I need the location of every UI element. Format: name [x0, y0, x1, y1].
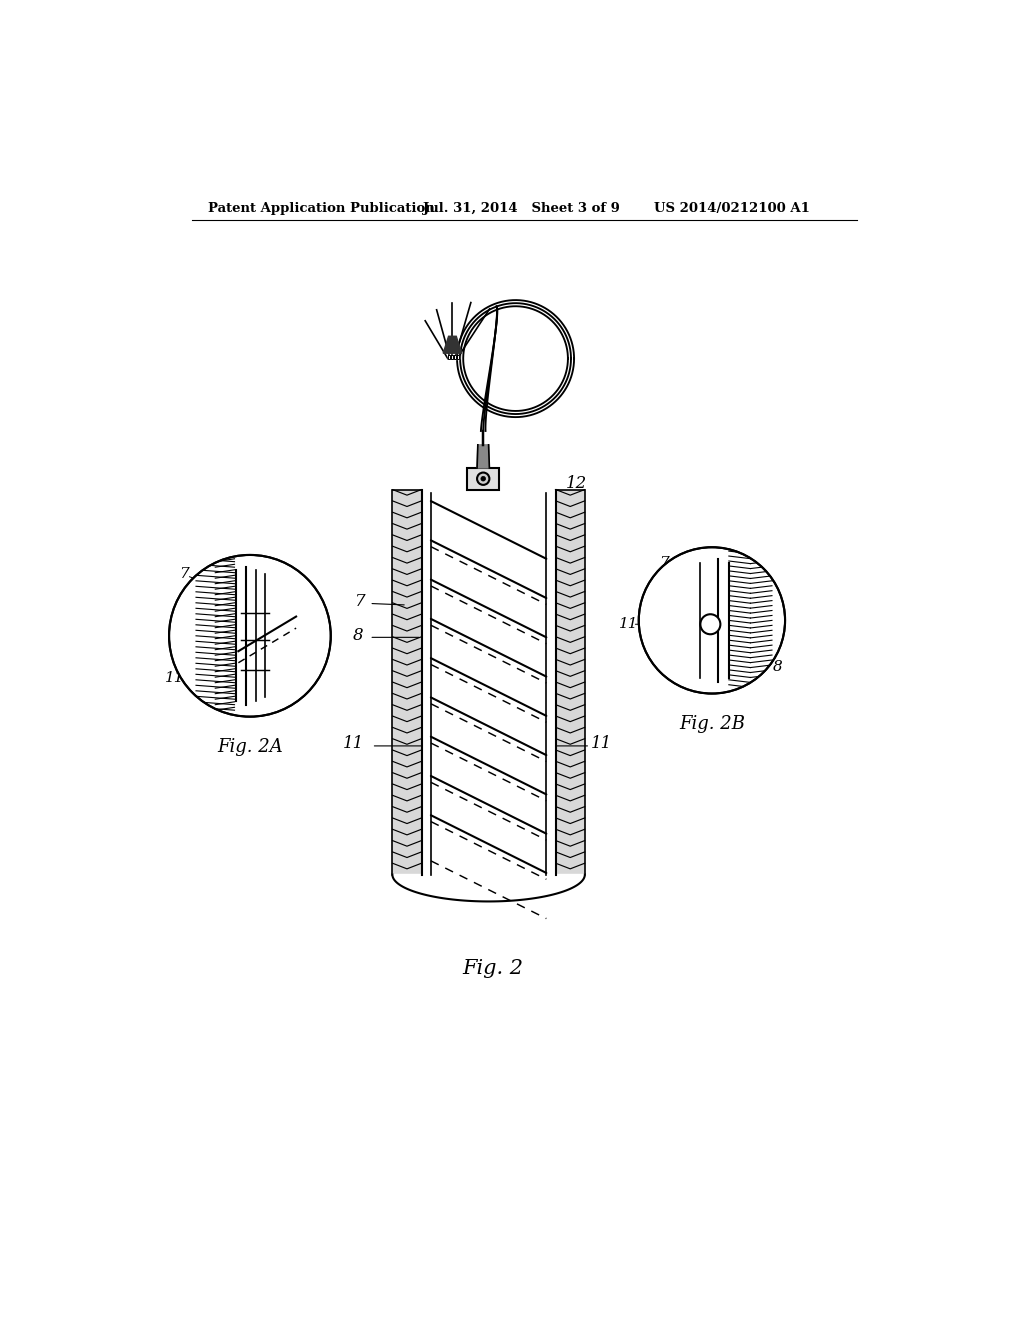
- Text: 11: 11: [618, 618, 639, 631]
- Text: 9: 9: [515, 566, 525, 582]
- Circle shape: [477, 473, 489, 484]
- Text: 9: 9: [744, 560, 754, 573]
- Polygon shape: [477, 445, 489, 469]
- Polygon shape: [467, 469, 500, 490]
- Text: 7: 7: [659, 556, 669, 570]
- Polygon shape: [447, 355, 451, 359]
- Text: Fig. 2B: Fig. 2B: [679, 715, 744, 733]
- Text: Patent Application Publication: Patent Application Publication: [208, 202, 434, 215]
- Text: 8: 8: [772, 660, 782, 673]
- Circle shape: [481, 477, 485, 480]
- Text: 11: 11: [165, 671, 184, 685]
- Circle shape: [700, 614, 720, 635]
- Polygon shape: [443, 337, 462, 354]
- Text: 11: 11: [343, 735, 364, 752]
- Text: 8: 8: [353, 627, 364, 644]
- Polygon shape: [454, 355, 457, 359]
- Text: 7: 7: [179, 568, 189, 581]
- Polygon shape: [392, 874, 585, 902]
- Text: 8: 8: [203, 568, 212, 581]
- Text: 12: 12: [565, 475, 587, 492]
- Polygon shape: [422, 490, 556, 874]
- Polygon shape: [556, 490, 585, 874]
- Circle shape: [639, 548, 785, 693]
- Text: Fig. 2: Fig. 2: [462, 960, 523, 978]
- Text: 9: 9: [503, 535, 513, 552]
- Circle shape: [169, 554, 331, 717]
- Polygon shape: [451, 355, 454, 359]
- Text: Jul. 31, 2014   Sheet 3 of 9: Jul. 31, 2014 Sheet 3 of 9: [423, 202, 621, 215]
- Text: Fig. 2A: Fig. 2A: [217, 738, 283, 756]
- Text: 7: 7: [354, 593, 366, 610]
- Text: US 2014/0212100 A1: US 2014/0212100 A1: [654, 202, 810, 215]
- Polygon shape: [457, 355, 460, 359]
- Text: 9: 9: [303, 678, 312, 693]
- Polygon shape: [392, 490, 422, 874]
- Text: 11: 11: [591, 735, 612, 752]
